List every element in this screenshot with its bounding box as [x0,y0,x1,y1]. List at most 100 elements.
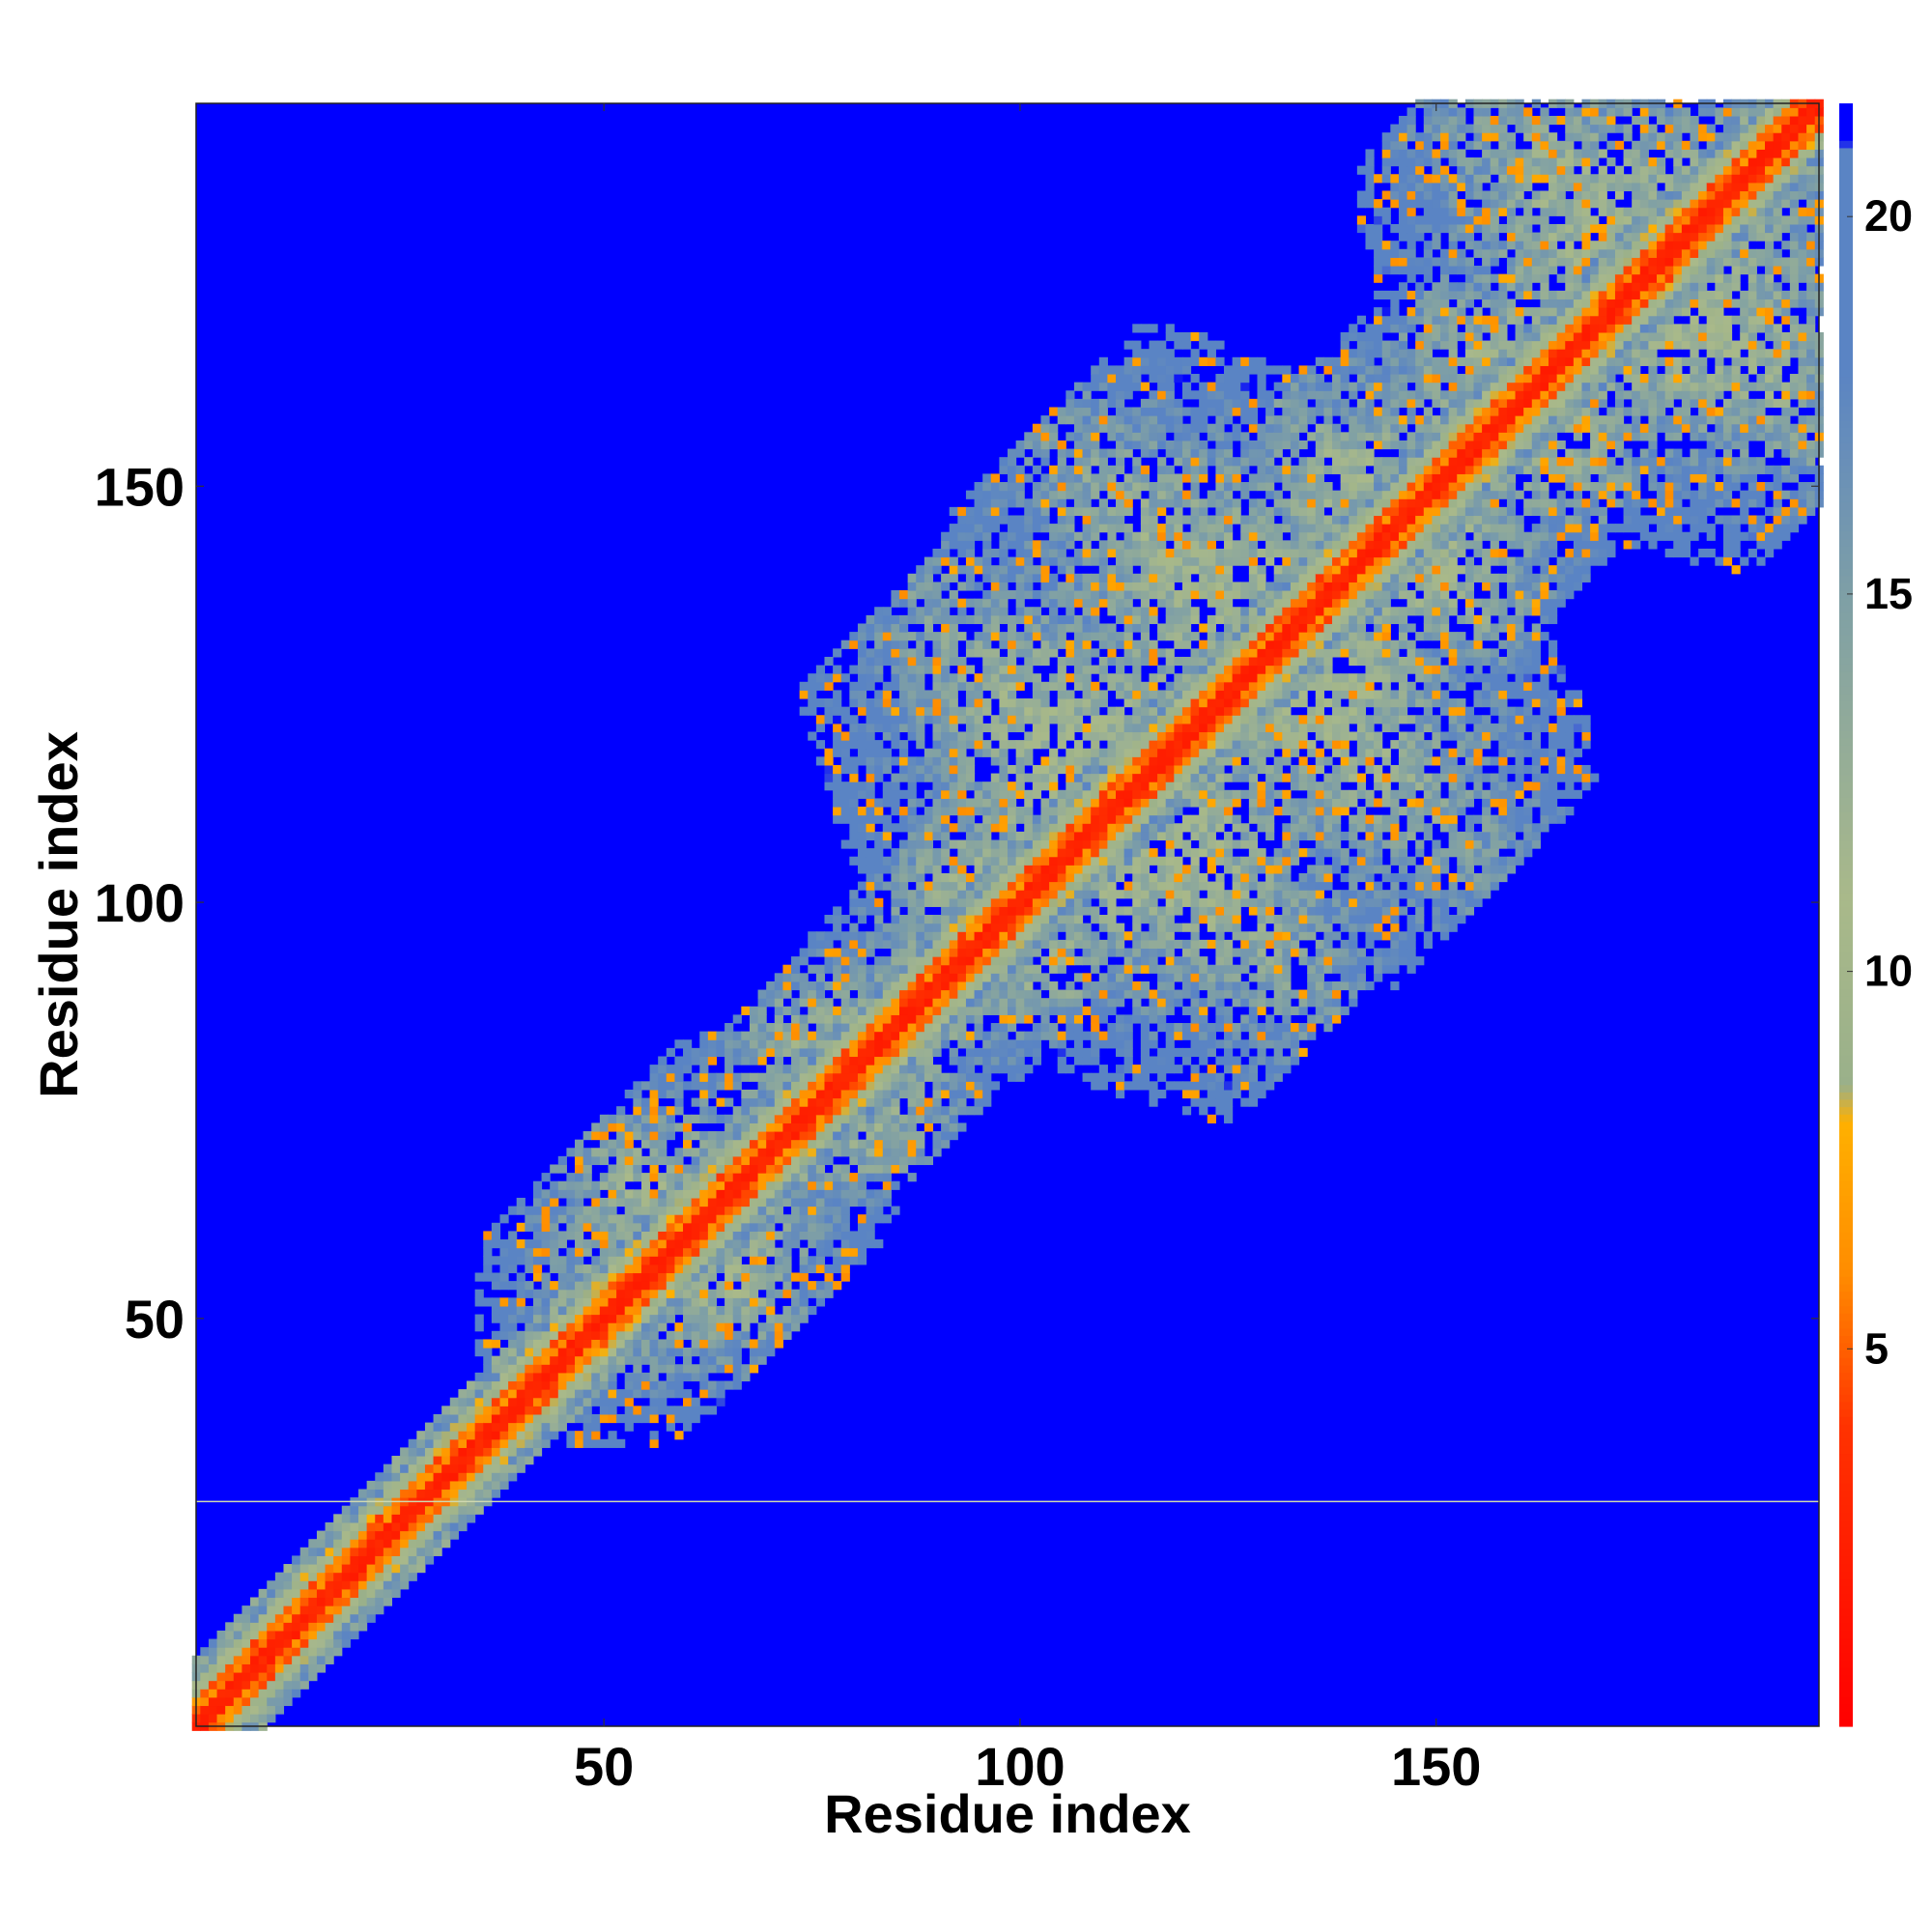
heatmap-cell [691,1164,700,1174]
heatmap-cell [982,890,992,899]
heatmap-cell [1091,964,1100,974]
heatmap-cell [957,989,967,999]
heatmap-cell [923,931,934,941]
heatmap-cell [824,1239,834,1249]
heatmap-cell [491,1272,501,1282]
heatmap-cell [1057,998,1066,1008]
heatmap-cell [1116,931,1125,941]
heatmap-cell [982,1089,992,1099]
heatmap-cell [308,1564,318,1574]
heatmap-cell [658,1106,668,1116]
heatmap-cell [866,1114,875,1123]
heatmap-cell [949,540,958,550]
heatmap-cell [932,681,942,691]
heatmap-cell [1024,931,1034,941]
heatmap-cell [458,1472,468,1482]
heatmap-cell [949,623,958,633]
heatmap-cell [383,1472,393,1482]
heatmap-cell [633,1272,642,1282]
heatmap-cell [941,531,951,541]
heatmap-cell [833,764,842,775]
heatmap-cell [791,1023,801,1033]
heatmap-cell [1065,623,1075,633]
heatmap-cell [1015,980,1025,991]
heatmap-cell [757,1089,767,1099]
heatmap-cell [882,1039,892,1049]
heatmap-cell [267,1714,276,1723]
heatmap-cell [882,1173,892,1182]
heatmap-cell [242,1705,251,1715]
heatmap-cell [1073,789,1084,799]
heatmap-cell [957,681,967,691]
heatmap-cell [242,1714,251,1723]
heatmap-cell [866,1039,875,1049]
heatmap-cell [1057,823,1066,833]
heatmap-cell [400,1472,410,1482]
heatmap-cell [1032,915,1042,924]
heatmap-cell [691,1214,700,1224]
heatmap-cell [840,1272,850,1282]
heatmap-cell [267,1605,276,1615]
heatmap-cell [957,673,967,683]
heatmap-cell [1132,998,1142,1008]
heatmap-cell [824,915,834,924]
heatmap-cell [1107,948,1117,957]
heatmap-cell [1132,340,1142,350]
heatmap-cell [782,1148,792,1157]
heatmap-cell [999,656,1009,667]
heatmap-cell [683,1148,693,1157]
heatmap-cell [774,1264,783,1274]
heatmap-cell [932,807,942,816]
heatmap-cell [840,948,850,957]
heatmap-cell [1149,773,1158,782]
heatmap-cell [840,998,850,1008]
heatmap-cell [1073,756,1084,766]
heatmap-cell [824,1056,834,1065]
heatmap-cell [974,973,983,982]
heatmap-cell [699,1348,709,1357]
heatmap-cell [624,1122,634,1132]
heatmap-cell [949,989,958,999]
heatmap-cell [1116,731,1125,741]
heatmap-cell [941,998,951,1008]
heatmap-cell [990,1065,1000,1074]
heatmap-cell [1174,798,1183,808]
heatmap-cell [557,1264,567,1274]
heatmap-cell [907,1155,917,1166]
heatmap-cell [866,980,875,991]
heatmap-cell [1140,656,1151,667]
heatmap-cell [891,897,900,907]
heatmap-cell [566,1348,576,1357]
heatmap-cell [990,798,1000,808]
heatmap-cell [716,1155,725,1166]
heatmap-cell [833,814,842,824]
heatmap-cell [582,1206,592,1215]
heatmap-cell [857,748,867,757]
heatmap-cell [907,673,917,683]
heatmap-cell [1149,956,1158,966]
heatmap-cell [624,1189,634,1199]
heatmap-cell [366,1547,376,1556]
heatmap-cell [724,1289,734,1298]
heatmap-cell [982,490,992,499]
heatmap-cell [283,1663,293,1673]
heatmap-cell [1082,756,1092,766]
heatmap-cell [874,1206,884,1215]
heatmap-cell [1049,798,1059,808]
heatmap-cell [1008,890,1017,899]
heatmap-cell [1049,407,1059,416]
heatmap-cell [1107,973,1117,982]
heatmap-cell [408,1530,417,1540]
heatmap-cell [891,681,900,691]
heatmap-cell [1149,340,1158,350]
heatmap-cell [1174,506,1183,517]
heatmap-cell [932,848,942,858]
heatmap-cell [799,1155,809,1166]
heatmap-cell [566,1431,576,1440]
heatmap-cell [882,831,892,841]
heatmap-cell [699,1189,709,1199]
heatmap-cell [441,1480,451,1491]
heatmap-cell [383,1597,393,1606]
heatmap-cell [899,789,909,799]
heatmap-cell [990,590,1000,600]
